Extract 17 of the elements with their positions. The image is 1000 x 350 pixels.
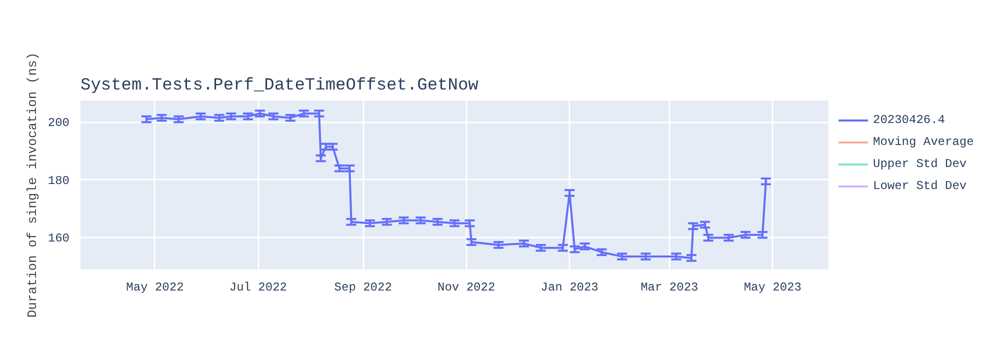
x-tick-label: Jul 2022 [229, 280, 287, 294]
line-series [146, 112, 767, 259]
x-tick-label: Jan 2023 [540, 280, 598, 294]
y-tick-label: 180 [48, 174, 70, 188]
chart-title: System.Tests.Perf_DateTimeOffset.GetNow [80, 76, 480, 96]
x-tick-label: Nov 2022 [438, 280, 496, 294]
x-tick-label: May 2023 [744, 280, 802, 294]
y-axis-title: Duration of single invocation (ns) [24, 52, 40, 318]
legend-label: Lower Std Dev [873, 179, 967, 193]
y-tick-label: 160 [48, 232, 70, 246]
legend-label: Moving Average [873, 135, 974, 149]
legend-label: Upper Std Dev [873, 157, 967, 171]
y-tick-label: 200 [48, 116, 70, 130]
x-tick-label: Sep 2022 [334, 280, 392, 294]
x-tick-label: May 2022 [126, 280, 184, 294]
x-tick-label: Mar 2023 [640, 280, 698, 294]
legend-label: 20230426.4 [873, 113, 946, 127]
